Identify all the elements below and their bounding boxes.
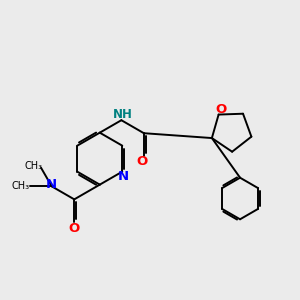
Text: N: N bbox=[46, 178, 57, 191]
Text: O: O bbox=[69, 222, 80, 235]
Text: N: N bbox=[118, 170, 129, 183]
Text: CH₃: CH₃ bbox=[11, 182, 30, 191]
Text: CH₃: CH₃ bbox=[24, 161, 43, 171]
Text: O: O bbox=[137, 155, 148, 169]
Text: O: O bbox=[216, 103, 227, 116]
Text: NH: NH bbox=[113, 108, 133, 121]
